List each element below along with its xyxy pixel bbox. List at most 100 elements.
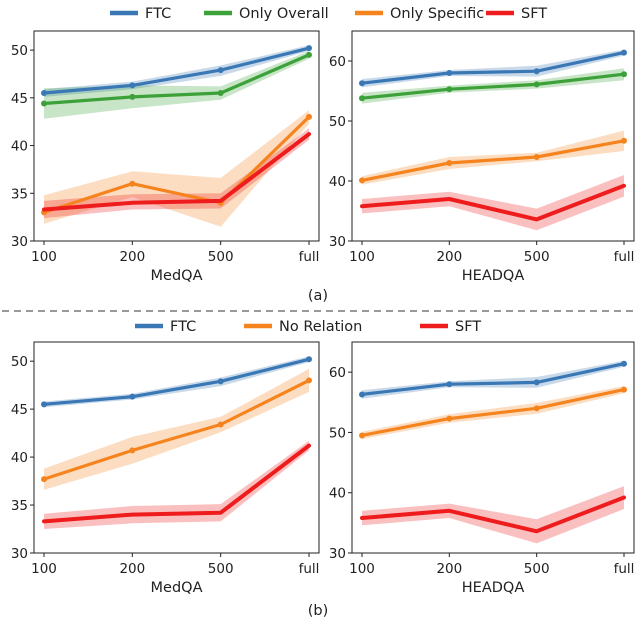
y-tick-label: 35 xyxy=(11,186,28,202)
legend-label-sft: SFT xyxy=(521,6,547,22)
data-point-ftc xyxy=(446,381,453,388)
y-tick-label: 40 xyxy=(11,450,28,466)
x-tick-label: full xyxy=(614,561,635,577)
legend-a: FTC Only Overall Only Specific SFT xyxy=(110,6,547,22)
x-tick-label: 100 xyxy=(349,561,375,577)
chart-b-headqa: 30 40 50 60 100 200 500 full HEADQA xyxy=(329,341,635,596)
band-sft xyxy=(362,486,624,544)
legend-label-no-relation: No Relation xyxy=(279,319,362,335)
data-point-only-specific xyxy=(446,160,453,166)
y-tick-label: 50 xyxy=(11,354,28,370)
data-point-no-relation xyxy=(306,377,312,384)
legend-label-only-overall: Only Overall xyxy=(239,6,329,22)
data-point-ftc xyxy=(621,360,627,367)
caption-a: (a) xyxy=(308,288,328,304)
series-line-ftc xyxy=(360,50,626,85)
data-point-only-specific xyxy=(306,113,312,120)
series-line-only-overall xyxy=(360,72,626,100)
series-line-sft xyxy=(42,132,311,212)
data-point-only-overall xyxy=(306,51,312,58)
y-tick-label: 30 xyxy=(11,546,28,562)
chart-a-medqa: 30 35 40 45 50 100 200 500 full MedQA xyxy=(11,30,320,284)
data-point-ftc xyxy=(217,67,224,74)
series-line-ftc xyxy=(42,357,311,406)
y-tick-label: 50 xyxy=(329,114,346,130)
x-tick-label: full xyxy=(299,561,320,577)
data-point-no-relation xyxy=(217,421,224,428)
data-point-ftc xyxy=(129,393,136,400)
data-point-only-overall xyxy=(359,95,365,102)
x-tick-label: 200 xyxy=(119,561,145,577)
data-point-only-overall xyxy=(129,93,136,100)
series-line-only-overall xyxy=(42,53,311,106)
data-point-only-specific xyxy=(129,180,136,187)
band-sft xyxy=(44,440,309,529)
data-point-ftc xyxy=(41,90,47,97)
band-only-overall xyxy=(44,51,309,119)
x-tick-label: 200 xyxy=(436,561,462,577)
y-tick-label: 30 xyxy=(329,546,346,562)
data-point-only-overall xyxy=(217,90,224,97)
series-line-ftc xyxy=(360,362,626,396)
data-point-no-relation xyxy=(41,476,47,483)
x-axis-label: MedQA xyxy=(151,268,203,284)
y-tick-label: 35 xyxy=(11,498,28,514)
band-no-relation xyxy=(44,368,309,490)
data-point-only-overall xyxy=(621,71,627,78)
y-tick-label: 30 xyxy=(11,234,28,250)
series-line-ftc xyxy=(42,46,311,95)
series-line-sft xyxy=(42,443,311,524)
band-ftc xyxy=(44,45,309,97)
data-point-ftc xyxy=(217,378,224,385)
data-point-only-specific xyxy=(621,137,627,144)
data-point-ftc xyxy=(621,49,627,56)
series-line-only-specific xyxy=(42,115,311,214)
data-point-only-overall xyxy=(446,86,453,93)
legend-label-sft: SFT xyxy=(455,319,481,335)
data-point-ftc xyxy=(533,379,540,386)
legend-label-only-specific: Only Specific xyxy=(390,6,484,22)
data-point-no-relation xyxy=(446,415,453,422)
band-ftc xyxy=(362,49,624,88)
plot-frame xyxy=(33,30,320,242)
x-axis-label: HEADQA xyxy=(462,580,525,596)
series-line-sft xyxy=(360,495,626,534)
x-tick-label: full xyxy=(614,249,635,265)
data-point-ftc xyxy=(446,70,453,76)
data-point-only-specific xyxy=(359,177,365,184)
x-tick-label: 500 xyxy=(208,561,234,577)
band-sft xyxy=(362,175,624,231)
data-point-no-relation xyxy=(621,386,627,393)
data-point-no-relation xyxy=(129,447,136,454)
y-tick-label: 50 xyxy=(11,43,28,59)
x-tick-label: 100 xyxy=(31,249,57,265)
x-axis-label: MedQA xyxy=(151,580,203,596)
data-point-ftc xyxy=(306,356,312,363)
y-tick-label: 40 xyxy=(329,174,346,190)
data-point-no-relation xyxy=(533,405,540,412)
legend-b: FTC No Relation SFT xyxy=(135,319,481,335)
y-tick-label: 40 xyxy=(329,486,346,502)
data-point-no-relation xyxy=(359,432,365,439)
y-tick-label: 45 xyxy=(11,402,28,418)
x-tick-label: 200 xyxy=(436,249,462,265)
data-point-ftc xyxy=(359,80,365,87)
plot-frame xyxy=(351,30,635,242)
data-point-only-overall xyxy=(533,81,540,88)
series-line-sft xyxy=(360,183,626,222)
x-tick-label: full xyxy=(299,249,320,265)
y-tick-label: 45 xyxy=(11,91,28,107)
legend-label-ftc: FTC xyxy=(170,319,196,335)
x-tick-label: 100 xyxy=(31,561,57,577)
data-point-ftc xyxy=(129,82,136,89)
data-point-ftc xyxy=(306,45,312,52)
caption-b: (b) xyxy=(308,603,329,619)
y-tick-label: 30 xyxy=(329,234,346,250)
x-axis-label: HEADQA xyxy=(462,268,525,284)
y-tick-label: 60 xyxy=(329,54,346,70)
band-only-specific xyxy=(362,130,624,185)
x-tick-label: 200 xyxy=(119,249,145,265)
plot-frame xyxy=(33,341,320,554)
data-point-ftc xyxy=(41,401,47,408)
